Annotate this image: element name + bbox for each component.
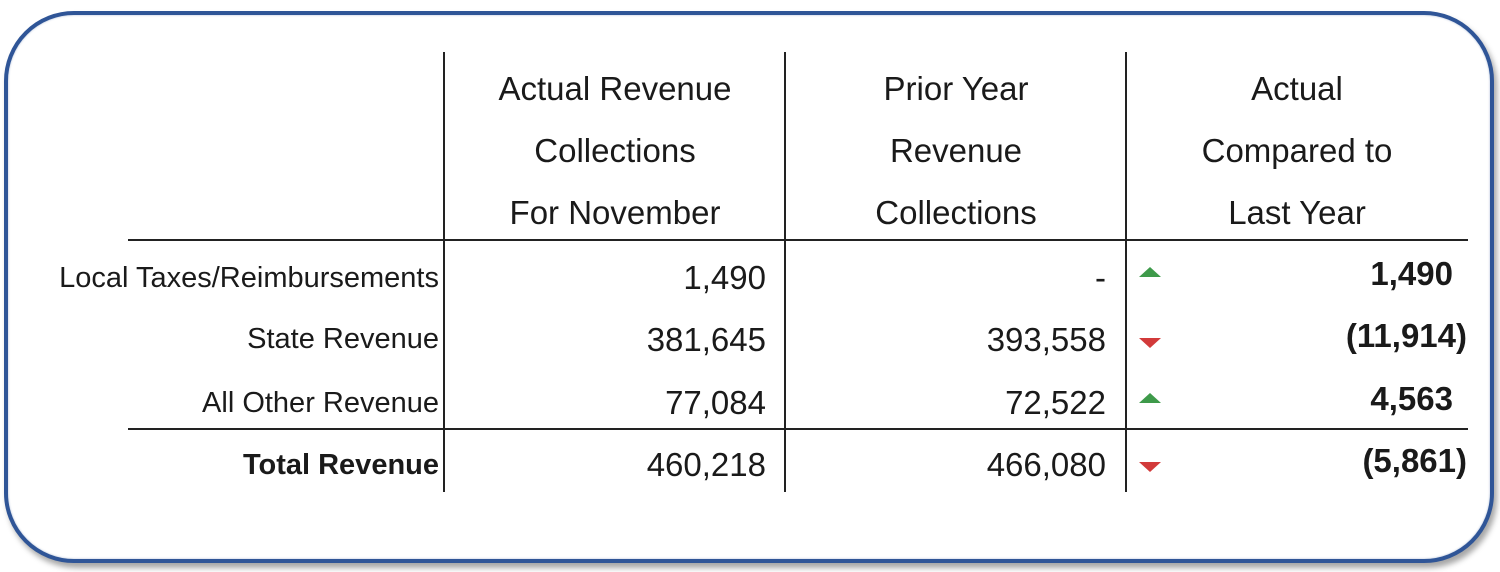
increase-arrow-icon xyxy=(1139,393,1161,403)
increase-arrow-icon xyxy=(1139,267,1161,277)
row-label-state-revenue: State Revenue xyxy=(247,323,439,355)
cell-actual-local-taxes: 1,490 xyxy=(683,259,766,296)
header-bottom-rule xyxy=(128,239,1468,241)
decrease-arrow-icon xyxy=(1139,338,1161,348)
row-label-local-taxes: Local Taxes/Reimbursements xyxy=(59,262,439,294)
header-actual-vs-last-year: Actual Compared to Last Year xyxy=(1201,70,1393,231)
row-label-all-other-revenue: All Other Revenue xyxy=(202,387,439,419)
cell-variance-total-revenue: (5,861) xyxy=(1362,442,1467,479)
cell-prior-total-revenue: 466,080 xyxy=(986,446,1106,483)
cell-prior-local-taxes: - xyxy=(1095,259,1106,296)
header-prior-year-revenue: Prior Year Revenue Collections xyxy=(875,70,1037,231)
cell-variance-local-taxes: 1,490 xyxy=(1370,255,1453,292)
column-divider-1 xyxy=(443,52,445,492)
header-actual-revenue: Actual Revenue Collections For November xyxy=(498,70,732,231)
cell-variance-all-other-revenue: 4,563 xyxy=(1370,380,1453,417)
total-top-rule xyxy=(128,428,1468,430)
cell-variance-state-revenue: (11,914) xyxy=(1345,317,1467,354)
cell-actual-state-revenue: 381,645 xyxy=(646,321,766,358)
table-frame xyxy=(4,11,1494,563)
decrease-arrow-icon xyxy=(1139,462,1161,472)
row-label-total-revenue: Total Revenue xyxy=(242,449,439,481)
column-divider-3 xyxy=(1125,52,1127,492)
column-divider-2 xyxy=(784,52,786,492)
cell-actual-all-other-revenue: 77,084 xyxy=(665,384,766,421)
cell-actual-total-revenue: 460,218 xyxy=(646,446,766,483)
cell-prior-all-other-revenue: 72,522 xyxy=(1005,384,1106,421)
cell-prior-state-revenue: 393,558 xyxy=(986,321,1106,358)
